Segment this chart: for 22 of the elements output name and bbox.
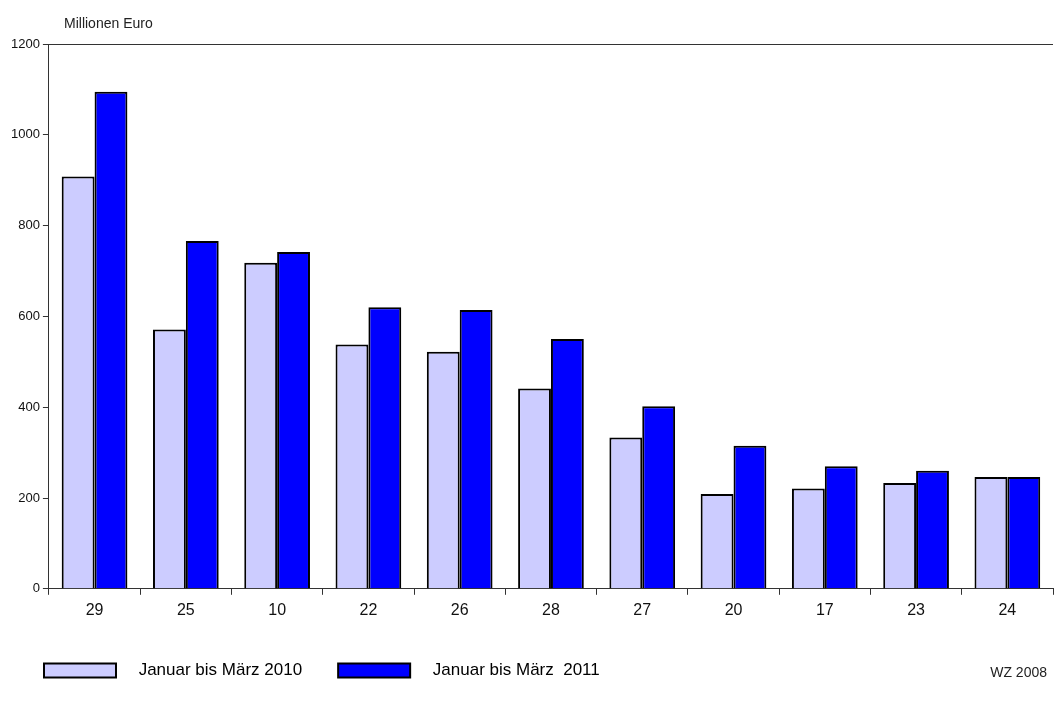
y-tick-label: 600: [18, 307, 40, 323]
x-tick-label: 26: [450, 600, 469, 618]
x-tick-label: 20: [724, 600, 743, 618]
x-tick-label: 17: [815, 600, 834, 618]
y-tick-label: 0: [32, 580, 40, 596]
y-tick-label: 200: [18, 489, 40, 505]
x-tick-label: 27: [633, 600, 652, 618]
legend-label: Januar bis März 2010: [124, 660, 303, 680]
y-tick-label: 1000: [11, 126, 40, 142]
x-tick-label: 25: [176, 600, 195, 618]
x-tick-label: 22: [359, 600, 378, 618]
legend-label: Januar bis März 2011: [418, 660, 600, 680]
x-tick-label: 28: [542, 600, 560, 618]
x-tick-label: 24: [998, 600, 1017, 618]
x-tick-label: 10: [268, 600, 287, 618]
text: WZ 2008: [990, 664, 1048, 680]
x-tick-label: 23: [907, 600, 926, 618]
y-tick-label: 400: [18, 398, 40, 414]
x-tick-label: 29: [85, 600, 104, 618]
y-tick-label: 800: [18, 217, 40, 233]
y-axis-title: Millionen Euro: [64, 15, 153, 31]
y-tick-label: 1200: [11, 35, 40, 51]
